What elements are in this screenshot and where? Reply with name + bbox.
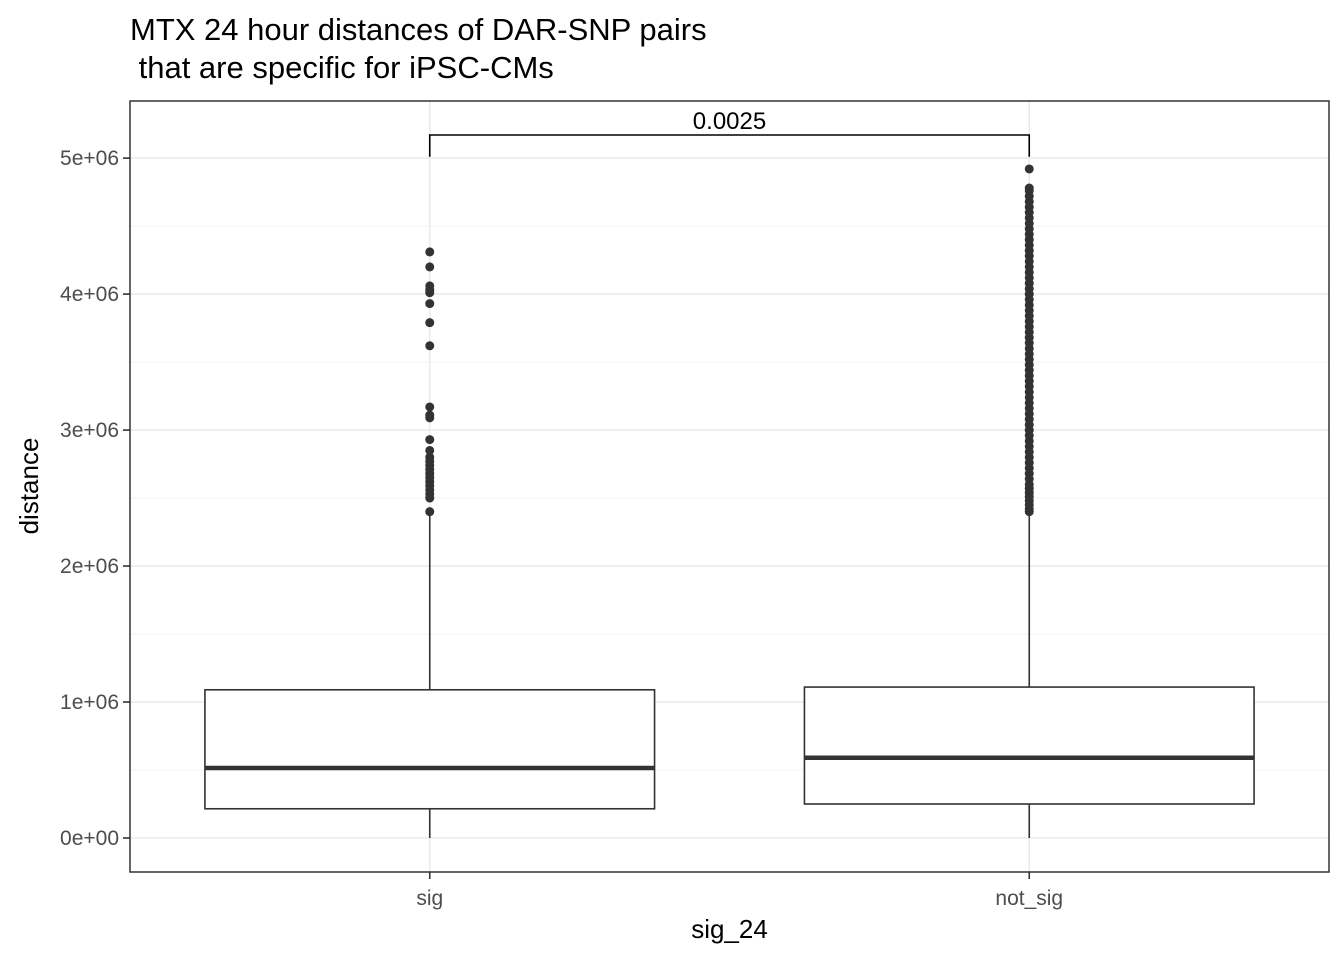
y-tick-label: 5e+06 bbox=[60, 147, 119, 170]
outlier-point bbox=[425, 507, 435, 517]
y-tick-label: 0e+00 bbox=[60, 827, 119, 850]
outlier-point bbox=[425, 262, 435, 272]
axes-layer: 0e+00 1e+06 2e+06 3e+06 4e+06 5e+06 sig not_sig bbox=[60, 147, 1063, 910]
outlier-point bbox=[1024, 164, 1034, 174]
outlier-point bbox=[425, 299, 435, 309]
outlier-point bbox=[425, 445, 435, 455]
boxes-layer bbox=[204, 164, 1255, 839]
y-tick-label: 1e+06 bbox=[60, 691, 119, 714]
outlier-point bbox=[425, 341, 435, 351]
significance-bracket bbox=[428, 134, 1031, 157]
outlier-point bbox=[425, 452, 435, 462]
y-tick-label: 4e+06 bbox=[60, 283, 119, 306]
iqr-box bbox=[803, 686, 1255, 805]
outlier-point bbox=[425, 402, 435, 412]
chart-title-line-1: MTX 24 hour distances of DAR-SNP pairs bbox=[130, 12, 707, 47]
iqr-box bbox=[204, 688, 656, 810]
y-tick-label: 2e+06 bbox=[60, 555, 119, 578]
plot-border bbox=[129, 100, 1330, 873]
outlier-point bbox=[425, 247, 435, 257]
outlier-point bbox=[425, 318, 435, 328]
outlier-point bbox=[425, 281, 435, 291]
box-not_sig bbox=[803, 164, 1255, 839]
grid-lines bbox=[130, 101, 1329, 872]
significance-annotation: 0.0025 bbox=[428, 108, 1031, 157]
x-tick-label: sig bbox=[416, 887, 443, 910]
p-value-label: 0.0025 bbox=[693, 108, 766, 135]
y-axis-title: distance bbox=[14, 438, 44, 535]
y-tick-label: 3e+06 bbox=[60, 419, 119, 442]
x-axis-title: sig_24 bbox=[691, 914, 768, 944]
box-sig bbox=[204, 247, 656, 839]
x-tick-label: not_sig bbox=[995, 887, 1063, 910]
outlier-point bbox=[425, 410, 435, 420]
chart-title-line-2: that are specific for iPSC-CMs bbox=[130, 50, 554, 85]
outlier-point bbox=[1024, 183, 1034, 193]
outlier-point bbox=[425, 435, 435, 445]
